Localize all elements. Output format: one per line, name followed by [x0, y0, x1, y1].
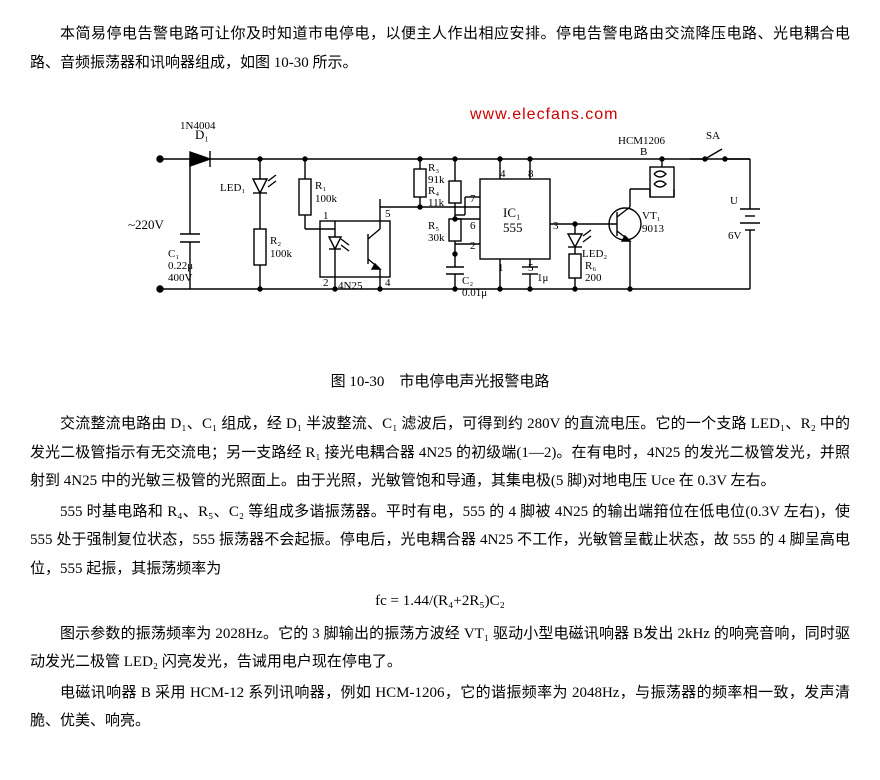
svg-text:5: 5 [528, 262, 534, 274]
svg-text:LED₂: LED₂ [582, 248, 607, 260]
svg-text:200: 200 [585, 272, 602, 284]
svg-text:5: 5 [385, 208, 391, 220]
circuit-svg: www.elecfans.com ~220V D₁ 1N4004 C₁ 0.22… [120, 89, 760, 349]
svg-text:B: B [640, 146, 647, 158]
body-p2: 交流整流电路由 D₁、C₁ 组成，经 D₁ 半波整流、C₁ 滤波后，可得到约 2… [30, 410, 850, 496]
figure-caption: 图 10-30 市电停电声光报警电路 [30, 368, 850, 397]
svg-text:8: 8 [528, 168, 534, 180]
body-p5: 电磁讯响器 B 采用 HCM-12 系列讯响器，例如 HCM-1206，它的谐振… [30, 679, 850, 736]
svg-text:1N4004: 1N4004 [180, 120, 216, 132]
svg-text:C₂: C₂ [462, 275, 473, 287]
svg-text:6: 6 [470, 220, 476, 232]
svg-text:100k: 100k [270, 248, 293, 260]
body-p3: 555 时基电路和 R₄、R₅、C₂ 等组成多谐振荡器。平时有电，555 的 4… [30, 498, 850, 584]
svg-text:4: 4 [500, 168, 506, 180]
svg-text:400V: 400V [168, 272, 193, 284]
svg-text:4: 4 [385, 277, 391, 289]
svg-text:0.22μ: 0.22μ [168, 260, 193, 272]
formula: fc = 1.44/(R₄+2R₅)C₂ [30, 587, 850, 616]
svg-text:1: 1 [498, 262, 504, 274]
svg-text:C₁: C₁ [168, 248, 179, 260]
svg-text:11k: 11k [428, 197, 445, 209]
body-p4: 图示参数的振荡频率为 2028Hz。它的 3 脚输出的振荡方波经 VT₁ 驱动小… [30, 620, 850, 677]
svg-text:IC₁: IC₁ [503, 205, 521, 220]
svg-text:3: 3 [553, 220, 559, 232]
svg-text:2: 2 [323, 277, 329, 289]
svg-text:1μ: 1μ [537, 272, 549, 284]
svg-text:1: 1 [323, 210, 329, 222]
svg-text:R₃: R₃ [428, 162, 439, 174]
svg-text:2: 2 [470, 240, 476, 252]
svg-text:4N25: 4N25 [338, 280, 363, 292]
svg-text:30k: 30k [428, 232, 445, 244]
svg-text:SA: SA [706, 130, 720, 142]
svg-text:R₅: R₅ [428, 220, 439, 232]
svg-text:LED₁: LED₁ [220, 182, 245, 194]
svg-text:555: 555 [503, 220, 523, 235]
svg-text:VT₁: VT₁ [642, 210, 661, 222]
svg-text:9013: 9013 [642, 223, 665, 235]
circuit-figure: www.elecfans.com ~220V D₁ 1N4004 C₁ 0.22… [30, 89, 850, 360]
watermark-text: www.elecfans.com [469, 106, 619, 123]
svg-text:R₄: R₄ [428, 185, 439, 197]
svg-text:R₆: R₆ [585, 260, 596, 272]
svg-text:R₂: R₂ [270, 235, 281, 247]
svg-text:6V: 6V [728, 230, 742, 242]
intro-paragraph: 本简易停电告警电路可让你及时知道市电停电，以便主人作出相应安排。停电告警电路由交… [30, 20, 850, 77]
svg-text:7: 7 [470, 193, 476, 205]
svg-text:U: U [730, 195, 738, 207]
svg-text:100k: 100k [315, 193, 338, 205]
svg-text:HCM1206: HCM1206 [618, 135, 666, 147]
svg-text:0.01μ: 0.01μ [462, 287, 487, 299]
svg-text:R₁: R₁ [315, 180, 326, 192]
svg-text:~220V: ~220V [128, 217, 165, 232]
